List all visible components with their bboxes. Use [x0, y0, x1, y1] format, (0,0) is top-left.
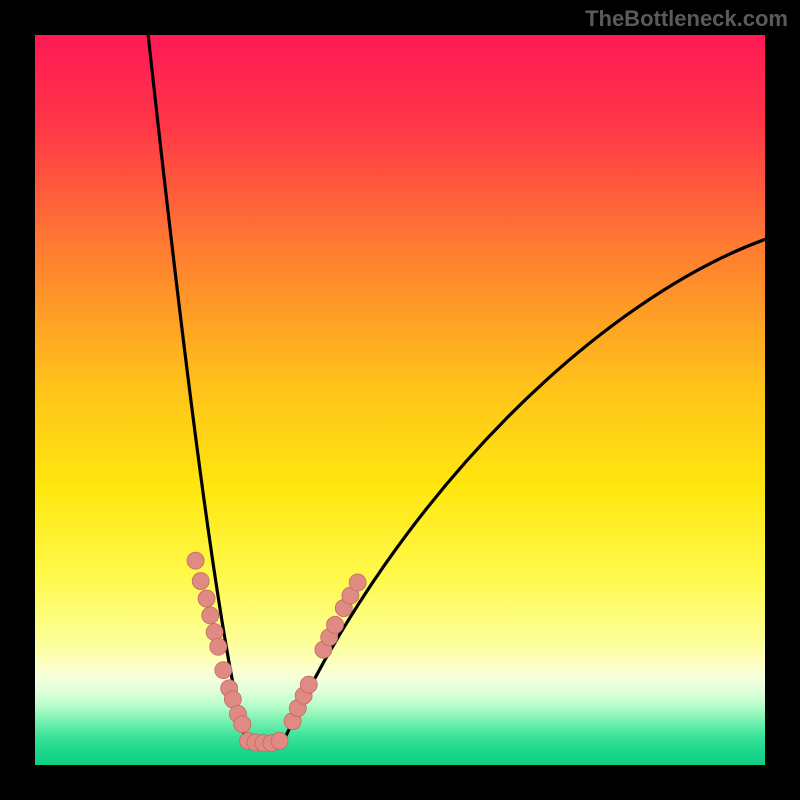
data-marker [234, 716, 251, 733]
data-marker [192, 573, 209, 590]
data-marker [327, 616, 344, 633]
data-marker [198, 590, 215, 607]
data-marker [300, 676, 317, 693]
data-marker [206, 624, 223, 641]
data-marker [215, 662, 232, 679]
data-marker [271, 732, 288, 749]
watermark-text: TheBottleneck.com [585, 6, 788, 32]
chart-background [35, 35, 765, 765]
data-marker [187, 552, 204, 569]
data-marker [210, 638, 227, 655]
data-marker [202, 607, 219, 624]
data-marker [349, 574, 366, 591]
chart-container: TheBottleneck.com [0, 0, 800, 800]
bottleneck-chart [0, 0, 800, 800]
